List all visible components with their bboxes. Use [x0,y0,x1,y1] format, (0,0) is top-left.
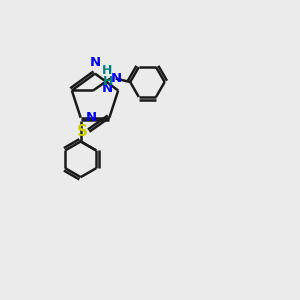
Text: H: H [102,64,112,77]
Text: N: N [86,111,97,124]
Text: S: S [77,124,88,139]
Text: N: N [111,72,122,85]
Text: H: H [103,75,113,88]
Text: N: N [102,82,113,95]
Text: N: N [89,56,100,69]
